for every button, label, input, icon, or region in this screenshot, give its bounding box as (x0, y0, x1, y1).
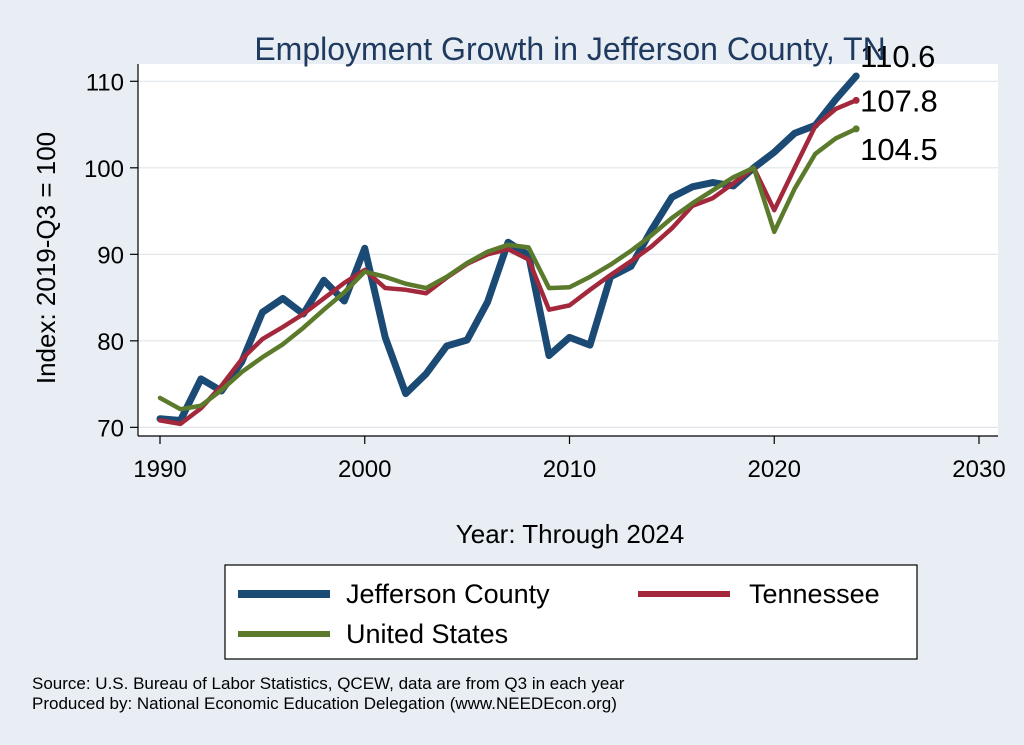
axis-ticks: 70 80 90 100 110 1990 2000 2010 2020 2030 (84, 69, 1006, 483)
x-axis-label: Year: Through 2024 (456, 519, 684, 549)
legend-label-tennessee: Tennessee (749, 579, 880, 609)
legend-label-united-states: United States (346, 619, 508, 649)
x-tick-label-2030: 2030 (952, 456, 1005, 483)
y-tick-label-80: 80 (97, 329, 124, 356)
y-tick-label-90: 90 (97, 242, 124, 269)
legend: Jefferson County Tennessee United States (224, 564, 918, 660)
series-lines (156, 72, 860, 427)
end-label-tennessee: 107.8 (860, 83, 938, 118)
plot-area (138, 64, 998, 436)
y-tick-label-100: 100 (84, 156, 124, 183)
legend-label-jefferson-county: Jefferson County (346, 579, 550, 609)
series-line-tennessee (157, 98, 859, 427)
end-label-united-states: 104.5 (860, 132, 938, 167)
chart-title: Employment Growth in Jefferson County, T… (254, 31, 885, 67)
x-tick-label-2020: 2020 (748, 456, 801, 483)
source-note: Source: U.S. Bureau of Labor Statistics,… (32, 674, 625, 693)
series-line-united-states (157, 126, 859, 412)
series-end-point-tennessee (852, 96, 860, 104)
legend-box (224, 564, 918, 660)
series-end-point-jefferson-county (852, 72, 860, 80)
x-tick-label-2010: 2010 (543, 456, 596, 483)
x-tick-label-2000: 2000 (338, 456, 391, 483)
series-end-point-united-states (852, 125, 860, 133)
end-label-jefferson-county: 110.6 (860, 39, 935, 74)
y-axis-label: Index: 2019-Q3 = 100 (31, 132, 61, 384)
end-labels: 110.6 107.8 104.5 (860, 39, 938, 167)
producer-note: Produced by: National Economic Education… (32, 694, 617, 713)
y-tick-label-70: 70 (97, 415, 124, 442)
gridlines (138, 80, 998, 428)
y-tick-label-110: 110 (86, 69, 124, 96)
x-tick-label-1990: 1990 (133, 456, 186, 483)
